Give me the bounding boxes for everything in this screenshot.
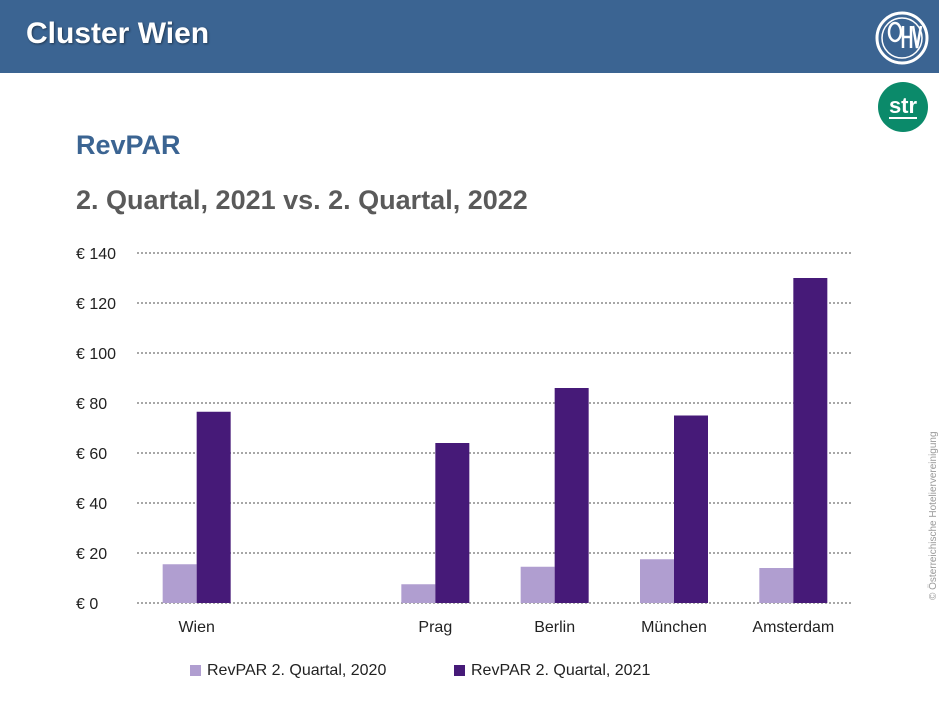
page-title: Cluster Wien <box>26 17 210 50</box>
copyright-note: © Österreichische Hoteliervereinigung <box>928 431 939 600</box>
legend-label-2020: RevPAR 2. Quartal, 2020 <box>207 662 387 679</box>
chart-period-title: 2. Quartal, 2021 vs. 2. Quartal, 2022 <box>76 185 528 215</box>
y-tick-label: € 40 <box>76 496 107 513</box>
legend-swatch-2021 <box>454 665 465 676</box>
x-tick-label: München <box>641 619 707 636</box>
bar-2021 <box>793 278 828 603</box>
header-bar: Cluster Wien <box>0 0 939 73</box>
bar-2020 <box>759 568 794 603</box>
bar-2021 <box>554 388 589 603</box>
legend-item-2020: RevPAR 2. Quartal, 2020 <box>190 662 386 680</box>
bar-2020 <box>401 584 436 603</box>
legend-swatch-2020 <box>190 665 201 676</box>
y-tick-label: € 60 <box>76 446 107 463</box>
bar-2021 <box>196 411 231 603</box>
y-tick-label: € 0 <box>76 596 98 613</box>
revpar-bar-chart: € 0 € 20 € 40 € 60 € 80 € 100 € 120 € 140 Wien P… <box>76 246 853 636</box>
bar-2020 <box>640 559 674 603</box>
chart-x-axis: Wien Prag Berlin München Amsterdam <box>178 619 834 636</box>
str-logo: str <box>878 82 928 132</box>
x-tick-label: Wien <box>178 619 214 636</box>
bar-2020 <box>162 564 197 603</box>
y-tick-label: € 80 <box>76 396 107 413</box>
bar-2021 <box>674 415 708 603</box>
bar-2021 <box>435 443 470 603</box>
y-tick-label: € 140 <box>76 246 116 263</box>
y-tick-label: € 120 <box>76 296 116 313</box>
ohv-logo-icon <box>875 11 929 65</box>
legend-label-2021: RevPAR 2. Quartal, 2021 <box>471 662 651 679</box>
x-tick-label: Prag <box>418 619 452 636</box>
bar-2020 <box>520 566 555 603</box>
y-tick-label: € 100 <box>76 346 116 363</box>
chart-y-axis: € 0 € 20 € 40 € 60 € 80 € 100 € 120 € 140 <box>76 246 116 613</box>
chart-bars <box>162 278 828 603</box>
x-tick-label: Berlin <box>534 619 575 636</box>
y-tick-label: € 20 <box>76 546 107 563</box>
legend-item-2021: RevPAR 2. Quartal, 2021 <box>454 662 650 680</box>
x-tick-label: Amsterdam <box>752 619 834 636</box>
chart-gridlines <box>137 252 853 604</box>
chart-metric-title: RevPAR <box>76 130 181 160</box>
